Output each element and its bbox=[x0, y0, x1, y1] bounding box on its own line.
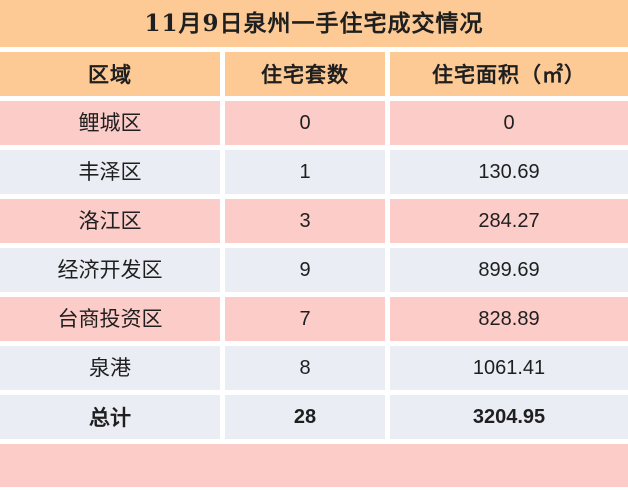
units-cell: 9 bbox=[225, 248, 385, 292]
col-header-area: 住宅面积（㎡） bbox=[390, 52, 628, 96]
units-cell: 8 bbox=[225, 346, 385, 390]
region-cell: 洛江区 bbox=[0, 199, 220, 243]
region-cell: 总计 bbox=[0, 395, 220, 439]
units-cell: 3 bbox=[225, 199, 385, 243]
area-cell: 899.69 bbox=[390, 248, 628, 292]
region-cell: 经济开发区 bbox=[0, 248, 220, 292]
area-cell: 3204.95 bbox=[390, 395, 628, 439]
area-cell: 1061.41 bbox=[390, 346, 628, 390]
units-cell: 28 bbox=[225, 395, 385, 439]
region-cell: 鲤城区 bbox=[0, 101, 220, 145]
footer-band bbox=[0, 444, 628, 487]
area-cell: 130.69 bbox=[390, 150, 628, 194]
area-cell: 0 bbox=[390, 101, 628, 145]
area-cell: 828.89 bbox=[390, 297, 628, 341]
area-cell: 284.27 bbox=[390, 199, 628, 243]
region-cell: 泉港 bbox=[0, 346, 220, 390]
col-header-region: 区域 bbox=[0, 52, 220, 96]
col-header-units: 住宅套数 bbox=[225, 52, 385, 96]
units-cell: 7 bbox=[225, 297, 385, 341]
table-title: 11月9日泉州一手住宅成交情况 bbox=[0, 0, 628, 47]
units-cell: 0 bbox=[225, 101, 385, 145]
region-cell: 丰泽区 bbox=[0, 150, 220, 194]
region-cell: 台商投资区 bbox=[0, 297, 220, 341]
units-cell: 1 bbox=[225, 150, 385, 194]
